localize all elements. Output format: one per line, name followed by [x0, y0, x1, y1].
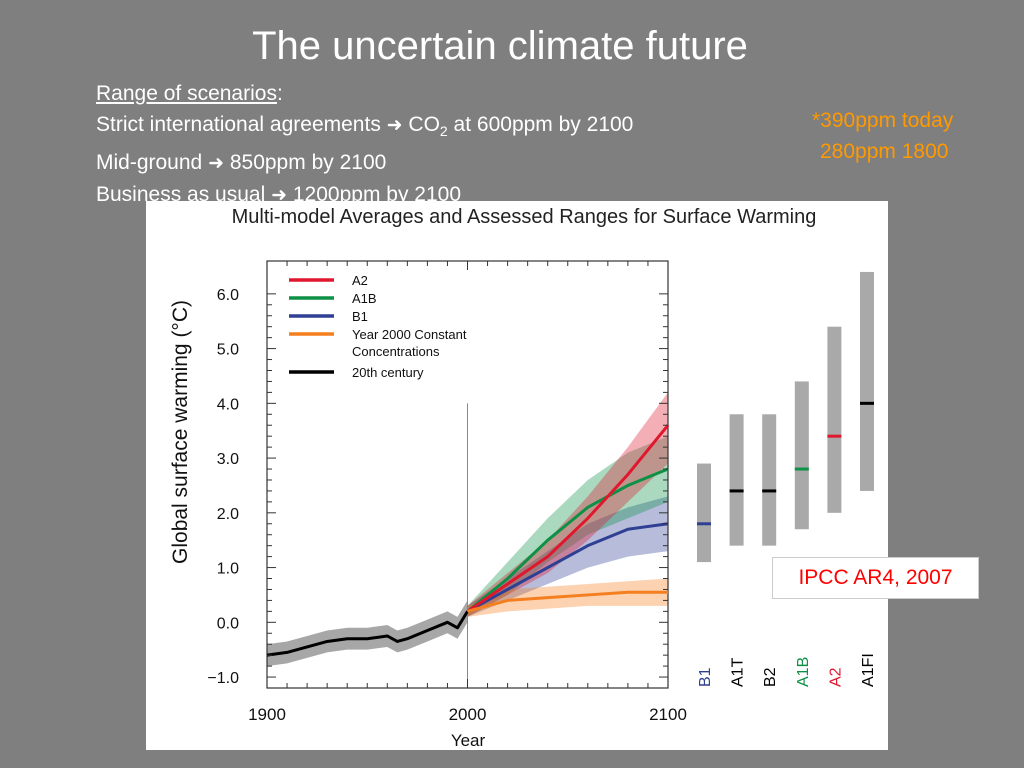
line-b1	[466, 522, 669, 613]
chart-title: Multi-model Averages and Assessed Ranges…	[232, 206, 817, 228]
band-a1b	[467, 436, 668, 617]
scenario-mid-value: 850ppm by 2100	[229, 151, 387, 175]
range-bar-a2	[827, 326, 842, 513]
legend-label: B1	[352, 309, 368, 324]
y-tick-label: 5.0	[217, 342, 239, 359]
legend-label: 20th century	[352, 365, 424, 380]
y-tick-label: 2.0	[217, 506, 239, 523]
range-label-a1t: A1T	[730, 657, 747, 687]
scenario-list: Range of scenarios: Strict international…	[96, 78, 633, 211]
range-heading: Range of scenarios	[96, 82, 277, 105]
chart-panel: Multi-model Averages and Assessed Ranges…	[146, 201, 888, 750]
range-bar-a1t	[729, 414, 744, 546]
y-tick-label: 0.0	[217, 615, 239, 632]
scenario-bau: Business as usual ➜ 1200ppm by 2100	[96, 179, 633, 211]
legend-label: A1B	[352, 291, 377, 306]
x-axis-label: Year	[451, 731, 486, 750]
citation-box: IPCC AR4, 2007	[772, 557, 979, 599]
range-label-a1fi: A1FI	[860, 653, 877, 687]
range-best-estimate	[860, 401, 874, 405]
arrow-right-icon: ➜	[271, 185, 288, 207]
arrow-right-icon: ➜	[208, 153, 224, 175]
y-tick-label: 3.0	[217, 451, 239, 468]
legend-label: A2	[352, 273, 368, 288]
note-today: *390ppm today	[812, 109, 954, 132]
slide-title: The uncertain climate future	[252, 24, 748, 68]
range-best-estimate	[794, 467, 809, 471]
range-label-a1b: A1B	[795, 657, 812, 687]
x-tick-label: 2000	[449, 705, 487, 724]
y-tick-label: 6.0	[217, 287, 239, 304]
range-best-estimate	[827, 434, 842, 438]
co2-subscript: 2	[439, 123, 448, 140]
x-tick-label: 2100	[649, 705, 687, 724]
arrow-right-icon: ➜	[386, 115, 403, 136]
range-best-estimate	[729, 489, 744, 493]
range-best-estimate	[697, 522, 711, 526]
line-a2	[466, 424, 670, 613]
scenario-mid-label: Mid-ground	[96, 151, 203, 175]
range-bar-b1	[697, 463, 711, 563]
scenario-mid: Mid-ground ➜ 850ppm by 2100	[96, 147, 633, 179]
scenario-heading: Range of scenarios:	[96, 82, 283, 105]
scenario-strict-label: Strict international agreements	[96, 113, 381, 136]
warming-chart: Multi-model Averages and Assessed Ranges…	[169, 206, 877, 750]
y-tick-label: 4.0	[217, 396, 239, 413]
band-20th-century	[267, 600, 468, 667]
y-tick-label: 1.0	[217, 561, 239, 578]
line-20th-century	[266, 610, 469, 657]
note-1800: 280ppm 1800	[820, 140, 949, 163]
range-bar-b2	[762, 414, 777, 546]
scenario-bau-value: 1200ppm by 2100	[292, 183, 462, 207]
co2-text: CO	[408, 113, 440, 136]
y-axis-label: Global surface warming (°C)	[169, 300, 192, 564]
range-bar-a1fi	[860, 271, 874, 491]
line-year-2000-constant-concentrations	[467, 590, 668, 613]
scenario-strict: Strict international agreements ➜ CO2 at…	[96, 109, 633, 147]
scenario-bau-label: Business as usual	[96, 183, 266, 207]
range-bar-a1b	[794, 381, 809, 530]
line-a1b	[466, 467, 669, 613]
legend-label: Year 2000 Constant Concentrations	[352, 327, 467, 359]
range-label-a2: A2	[827, 667, 844, 687]
x-tick-label: 1900	[248, 705, 286, 724]
range-best-estimate	[762, 489, 777, 493]
range-label-b1: B1	[697, 667, 714, 687]
scenario-strict-value: at 600ppm by 2100	[447, 113, 634, 136]
range-label-b2: B2	[762, 667, 779, 687]
y-tick-label: −1.0	[207, 670, 239, 687]
